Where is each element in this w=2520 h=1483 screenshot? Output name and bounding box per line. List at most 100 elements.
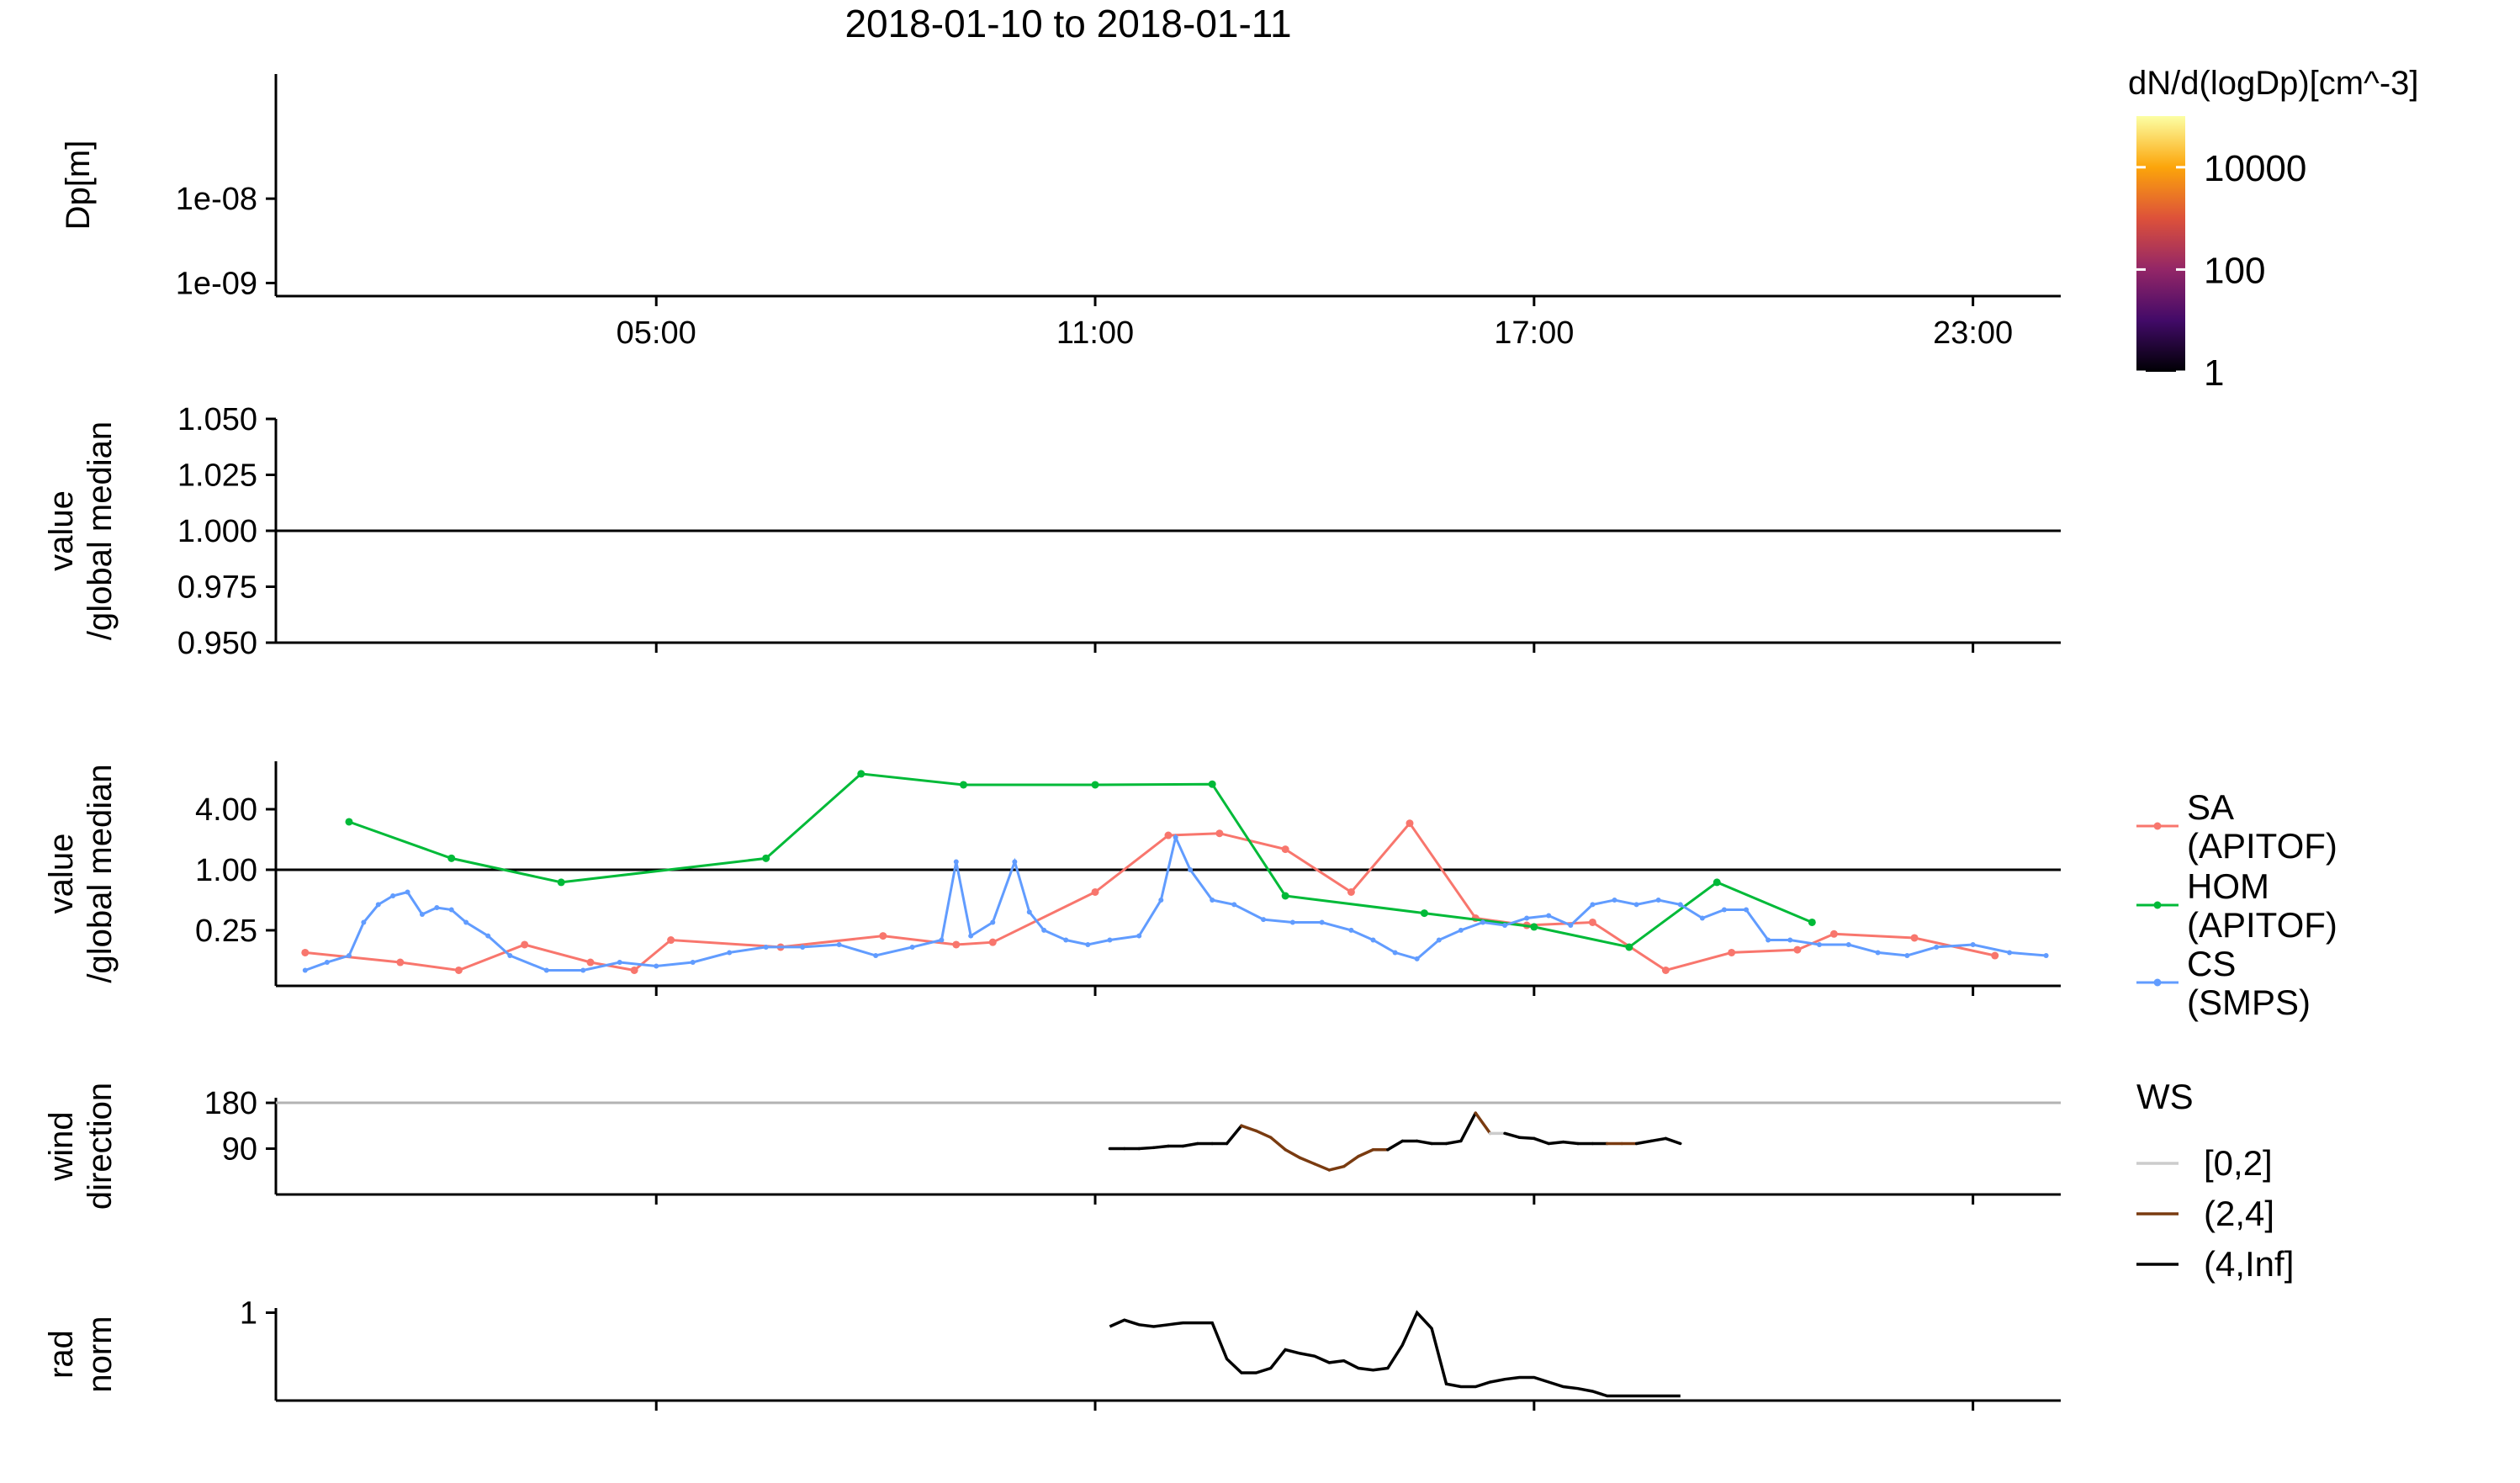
data-point [447, 854, 456, 862]
data-point [580, 967, 586, 973]
data-point [1744, 907, 1750, 913]
data-point [463, 919, 469, 925]
data-point [1348, 927, 1354, 933]
y-tick-label: 1.00 [195, 853, 257, 888]
wind-segment [1474, 1111, 1492, 1136]
wind-segment [1284, 1147, 1302, 1160]
y-axis-label: /global median [82, 421, 119, 640]
chart-title: 2018-01-10 to 2018-01-11 [844, 2, 1291, 45]
radiation-line [1109, 1310, 1681, 1398]
colorbar-tick-label: 1 [2204, 352, 2224, 394]
data-point [1817, 941, 1823, 947]
data-point [690, 960, 696, 966]
data-point [301, 948, 310, 956]
panel-wind: 90 180 wind direction [43, 1083, 2061, 1210]
x-tick-label: 05:00 [617, 315, 696, 351]
series-hom [345, 770, 1816, 951]
data-point [953, 859, 959, 865]
legend-label: HOM [2187, 866, 2269, 906]
data-point [1677, 902, 1683, 908]
wind-segment [1459, 1111, 1478, 1143]
data-point [345, 818, 353, 826]
data-point [1502, 923, 1508, 929]
panel-radiation: 1 rad norm [43, 1296, 2061, 1411]
data-point [1392, 950, 1398, 956]
data-point [959, 781, 967, 789]
legend-label: SA [2187, 787, 2234, 827]
data-point [1875, 950, 1881, 956]
data-point [800, 944, 806, 950]
y-tick-label: 1e-08 [176, 182, 257, 217]
colorbar-legend: dN/d(logDp)[cm^-3] 1 100 10000 [2128, 65, 2419, 394]
legend-label: (SMPS) [2187, 982, 2311, 1022]
data-point [939, 937, 945, 943]
wind-segment [1415, 1139, 1433, 1146]
legends: dN/d(logDp)[cm^-3]110010000SA(APITOF)HOM… [2128, 65, 2419, 1284]
wind-segment [1517, 1136, 1536, 1141]
data-point [1091, 887, 1099, 896]
data-point [1158, 897, 1164, 903]
data-point [1530, 923, 1538, 931]
data-point [1107, 937, 1113, 943]
panel-empty-ratio: 0.950 0.975 1.000 1.025 1.050 value/global me… [43, 402, 2061, 661]
data-point [396, 958, 405, 967]
data-point [1041, 927, 1047, 933]
legend-label: (2,4] [2204, 1194, 2274, 1233]
data-point [1063, 937, 1069, 943]
data-point [1319, 919, 1325, 925]
wind-segment [1181, 1141, 1199, 1148]
series-cs [302, 833, 2049, 973]
y-axis-label: rad [43, 1330, 80, 1379]
data-point [1612, 897, 1617, 903]
data-point [2007, 950, 2013, 956]
colorbar-tick-label: 100 [2204, 250, 2265, 291]
data-point [302, 967, 308, 973]
data-point [617, 960, 622, 966]
data-point [1934, 944, 1940, 950]
data-point [1845, 941, 1851, 947]
data-point [968, 933, 974, 939]
y-tick-label: 1.050 [177, 402, 257, 437]
data-point [1026, 909, 1032, 915]
data-point [952, 940, 961, 949]
data-point [1713, 878, 1721, 887]
x-tick-label: 17:00 [1494, 315, 1574, 351]
data-point [434, 905, 440, 911]
wind-segment [1386, 1139, 1405, 1152]
colorbar-title: dN/d(logDp)[cm^-3] [2128, 65, 2419, 102]
data-point [1524, 915, 1530, 921]
data-point [1012, 859, 1018, 865]
data-point [405, 889, 410, 895]
wind-segment [1225, 1124, 1243, 1146]
ratio-legend: SA(APITOF)HOM(APITOF)CS(SMPS) [2136, 787, 2337, 1022]
y-axis-label: Dp[m] [60, 140, 97, 230]
data-point [1085, 941, 1091, 947]
data-point [1347, 887, 1355, 896]
data-point [390, 893, 396, 899]
series-line [304, 833, 2046, 972]
data-point [361, 919, 367, 925]
data-point [1173, 834, 1178, 840]
data-point [1370, 937, 1376, 943]
data-point [1661, 966, 1670, 974]
wind-segment [1503, 1131, 1522, 1139]
legend-title: WS [2136, 1077, 2194, 1116]
data-point [1480, 919, 1485, 925]
y-tick-label: 1 [240, 1296, 257, 1332]
data-point [1406, 819, 1414, 828]
data-point [1281, 845, 1289, 854]
data-point [1210, 897, 1215, 903]
data-point [375, 902, 381, 908]
data-point [1766, 937, 1771, 943]
wind-segment [1342, 1154, 1360, 1168]
data-point [1991, 951, 1999, 960]
data-point [1231, 902, 1237, 908]
data-point [879, 932, 887, 940]
wind-segment [1151, 1144, 1170, 1150]
wind-segment [1254, 1129, 1273, 1139]
data-point [543, 967, 549, 973]
data-point [448, 907, 454, 913]
data-point [419, 912, 425, 918]
data-point [1655, 897, 1661, 903]
